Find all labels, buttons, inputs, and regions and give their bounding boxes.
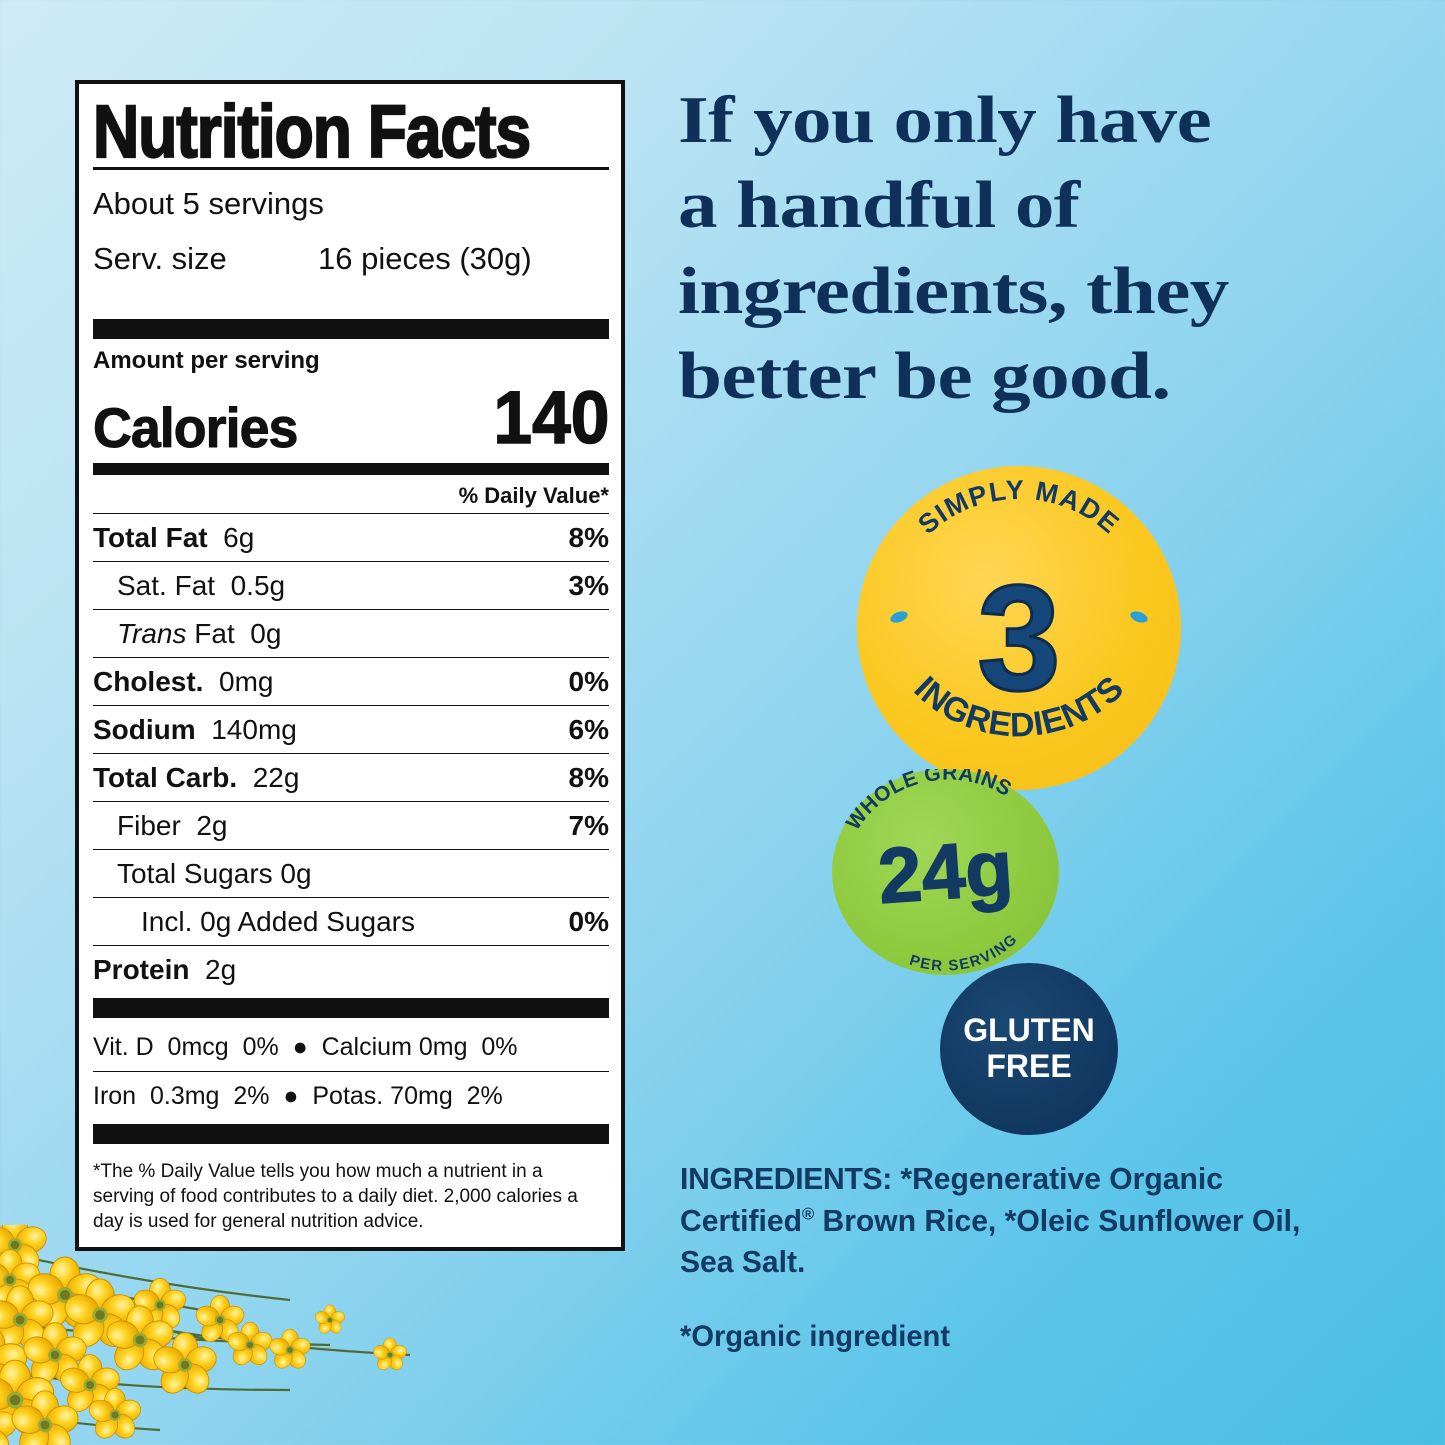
svg-text:SIMPLY MADE: SIMPLY MADE	[912, 475, 1125, 540]
